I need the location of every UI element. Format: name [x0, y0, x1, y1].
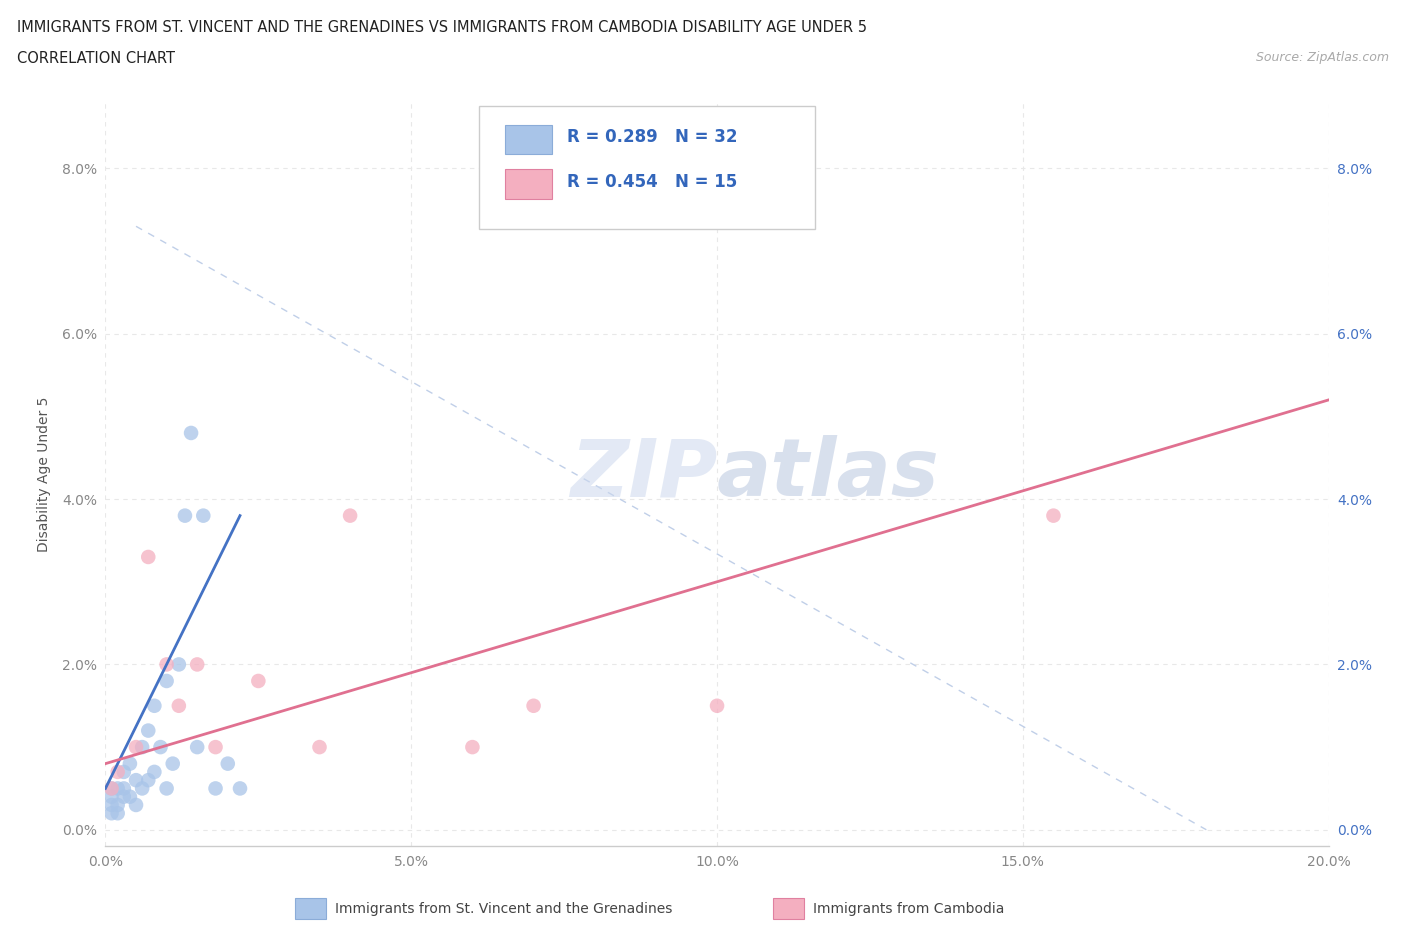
Text: Source: ZipAtlas.com: Source: ZipAtlas.com	[1256, 51, 1389, 64]
Point	[339, 508, 361, 523]
Text: R = 0.454   N = 15: R = 0.454 N = 15	[567, 173, 737, 191]
Point	[229, 781, 252, 796]
FancyBboxPatch shape	[478, 106, 815, 229]
Point	[247, 673, 270, 688]
Point	[118, 790, 141, 804]
Point	[118, 756, 141, 771]
Point	[461, 739, 484, 754]
Point	[186, 739, 208, 754]
Point	[131, 739, 153, 754]
Point	[143, 764, 166, 779]
Point	[180, 426, 202, 441]
Text: ZIP: ZIP	[569, 435, 717, 513]
Point	[217, 756, 239, 771]
Text: Immigrants from St. Vincent and the Grenadines: Immigrants from St. Vincent and the Gren…	[335, 901, 672, 916]
Point	[100, 781, 122, 796]
Point	[523, 698, 546, 713]
Point	[193, 508, 215, 523]
Point	[112, 781, 135, 796]
Bar	[505, 125, 553, 154]
Point	[112, 790, 135, 804]
Point	[167, 698, 190, 713]
Y-axis label: Disability Age Under 5: Disability Age Under 5	[37, 396, 51, 552]
Point	[125, 798, 148, 813]
Text: IMMIGRANTS FROM ST. VINCENT AND THE GRENADINES VS IMMIGRANTS FROM CAMBODIA DISAB: IMMIGRANTS FROM ST. VINCENT AND THE GREN…	[17, 20, 868, 35]
Point	[107, 764, 129, 779]
Point	[706, 698, 728, 713]
Point	[186, 657, 208, 671]
Point	[112, 764, 135, 779]
Point	[155, 657, 177, 671]
Point	[107, 805, 129, 820]
Text: CORRELATION CHART: CORRELATION CHART	[17, 51, 174, 66]
Bar	[505, 169, 553, 199]
Point	[162, 756, 184, 771]
Point	[100, 790, 122, 804]
Text: atlas: atlas	[717, 435, 939, 513]
Point	[107, 798, 129, 813]
Text: Immigrants from Cambodia: Immigrants from Cambodia	[813, 901, 1004, 916]
Point	[136, 773, 159, 788]
Point	[100, 781, 122, 796]
Point	[125, 739, 148, 754]
Point	[136, 550, 159, 565]
Point	[155, 781, 177, 796]
Point	[1042, 508, 1064, 523]
Point	[100, 798, 122, 813]
Point	[149, 739, 172, 754]
Point	[204, 739, 226, 754]
Point	[308, 739, 330, 754]
Point	[125, 773, 148, 788]
Point	[100, 805, 122, 820]
Point	[131, 781, 153, 796]
Point	[155, 673, 177, 688]
Text: R = 0.289   N = 32: R = 0.289 N = 32	[567, 128, 737, 146]
Point	[174, 508, 197, 523]
Point	[204, 781, 226, 796]
Point	[136, 724, 159, 738]
Point	[143, 698, 166, 713]
Point	[107, 781, 129, 796]
Point	[167, 657, 190, 671]
